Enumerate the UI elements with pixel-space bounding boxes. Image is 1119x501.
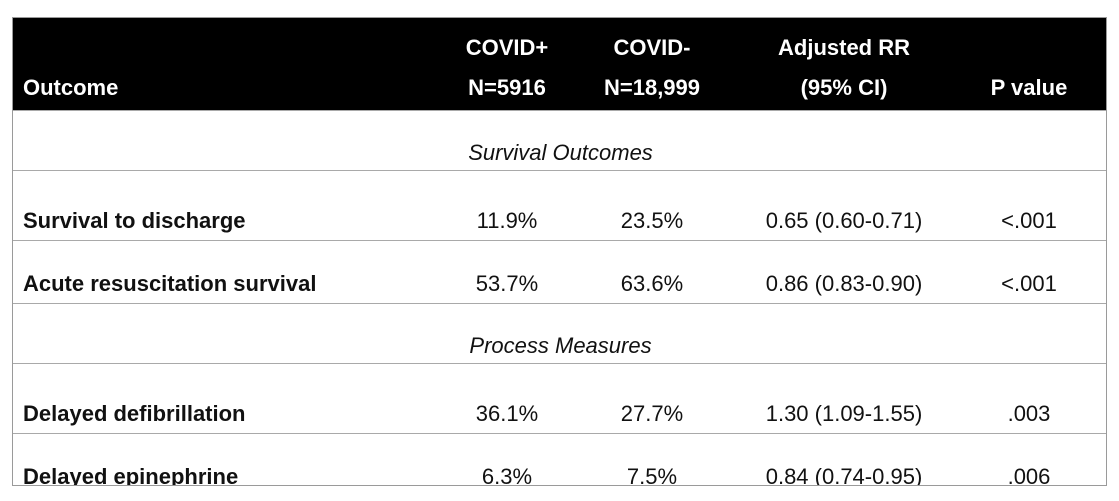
- row-adjusted-rr: 1.30 (1.09-1.55): [738, 362, 950, 433]
- row-outcome: Delayed defibrillation: [13, 362, 448, 433]
- table-row: Acute resuscitation survival 53.7% 63.6%…: [13, 239, 1106, 303]
- header-adjusted-rr: Adjusted RR (95% CI): [738, 18, 950, 110]
- table-row: Delayed defibrillation 36.1% 27.7% 1.30 …: [13, 362, 1106, 433]
- section-row-process: Process Measures: [13, 302, 1106, 363]
- row-adjusted-rr: 0.84 (0.74-0.95): [738, 432, 950, 485]
- row-outcome: Survival to discharge: [13, 169, 448, 240]
- row-covid-negative: 7.5%: [566, 432, 738, 485]
- header-covid-positive-label: COVID+: [465, 34, 549, 60]
- outcomes-table: Outcome COVID+ N=5916 COVID- N=18,999 Ad…: [13, 18, 1106, 485]
- row-covid-positive: 36.1%: [448, 362, 566, 433]
- header-covid-positive: COVID+ N=5916: [448, 18, 566, 110]
- table-row: Survival to discharge 11.9% 23.5% 0.65 (…: [13, 169, 1106, 240]
- row-covid-negative: 27.7%: [566, 362, 738, 433]
- table-body: Survival Outcomes Survival to discharge …: [13, 109, 1106, 485]
- header-covid-negative-n: N=18,999: [603, 74, 701, 100]
- row-covid-negative: 23.5%: [566, 169, 738, 240]
- row-adjusted-rr: 0.65 (0.60-0.71): [738, 169, 950, 240]
- row-p-value: <.001: [950, 239, 1106, 303]
- row-outcome: Acute resuscitation survival: [13, 239, 448, 303]
- row-p-value: .006: [950, 432, 1106, 485]
- header-covid-positive-n: N=5916: [468, 74, 546, 100]
- row-covid-positive: 53.7%: [448, 239, 566, 303]
- section-title: Process Measures: [13, 302, 1106, 363]
- outcomes-table-container: Outcome COVID+ N=5916 COVID- N=18,999 Ad…: [12, 17, 1107, 486]
- section-row-survival: Survival Outcomes: [13, 109, 1106, 170]
- row-p-value: <.001: [950, 169, 1106, 240]
- header-covid-negative: COVID- N=18,999: [566, 18, 738, 110]
- row-outcome: Delayed epinephrine: [13, 432, 448, 485]
- row-covid-negative: 63.6%: [566, 239, 738, 303]
- table-row: Delayed epinephrine 6.3% 7.5% 0.84 (0.74…: [13, 432, 1106, 485]
- header-adjusted-rr-label: Adjusted RR: [778, 34, 910, 60]
- header-outcome: Outcome: [23, 74, 119, 100]
- header-p-value: P value: [990, 74, 1068, 100]
- row-covid-positive: 6.3%: [448, 432, 566, 485]
- header-covid-negative-label: COVID-: [613, 34, 691, 60]
- header-row: Outcome COVID+ N=5916 COVID- N=18,999 Ad…: [13, 18, 1106, 110]
- row-p-value: .003: [950, 362, 1106, 433]
- section-title: Survival Outcomes: [13, 109, 1106, 170]
- header-adjusted-rr-ci: (95% CI): [800, 74, 888, 100]
- row-covid-positive: 11.9%: [448, 169, 566, 240]
- table-header: Outcome COVID+ N=5916 COVID- N=18,999 Ad…: [13, 18, 1106, 110]
- row-adjusted-rr: 0.86 (0.83-0.90): [738, 239, 950, 303]
